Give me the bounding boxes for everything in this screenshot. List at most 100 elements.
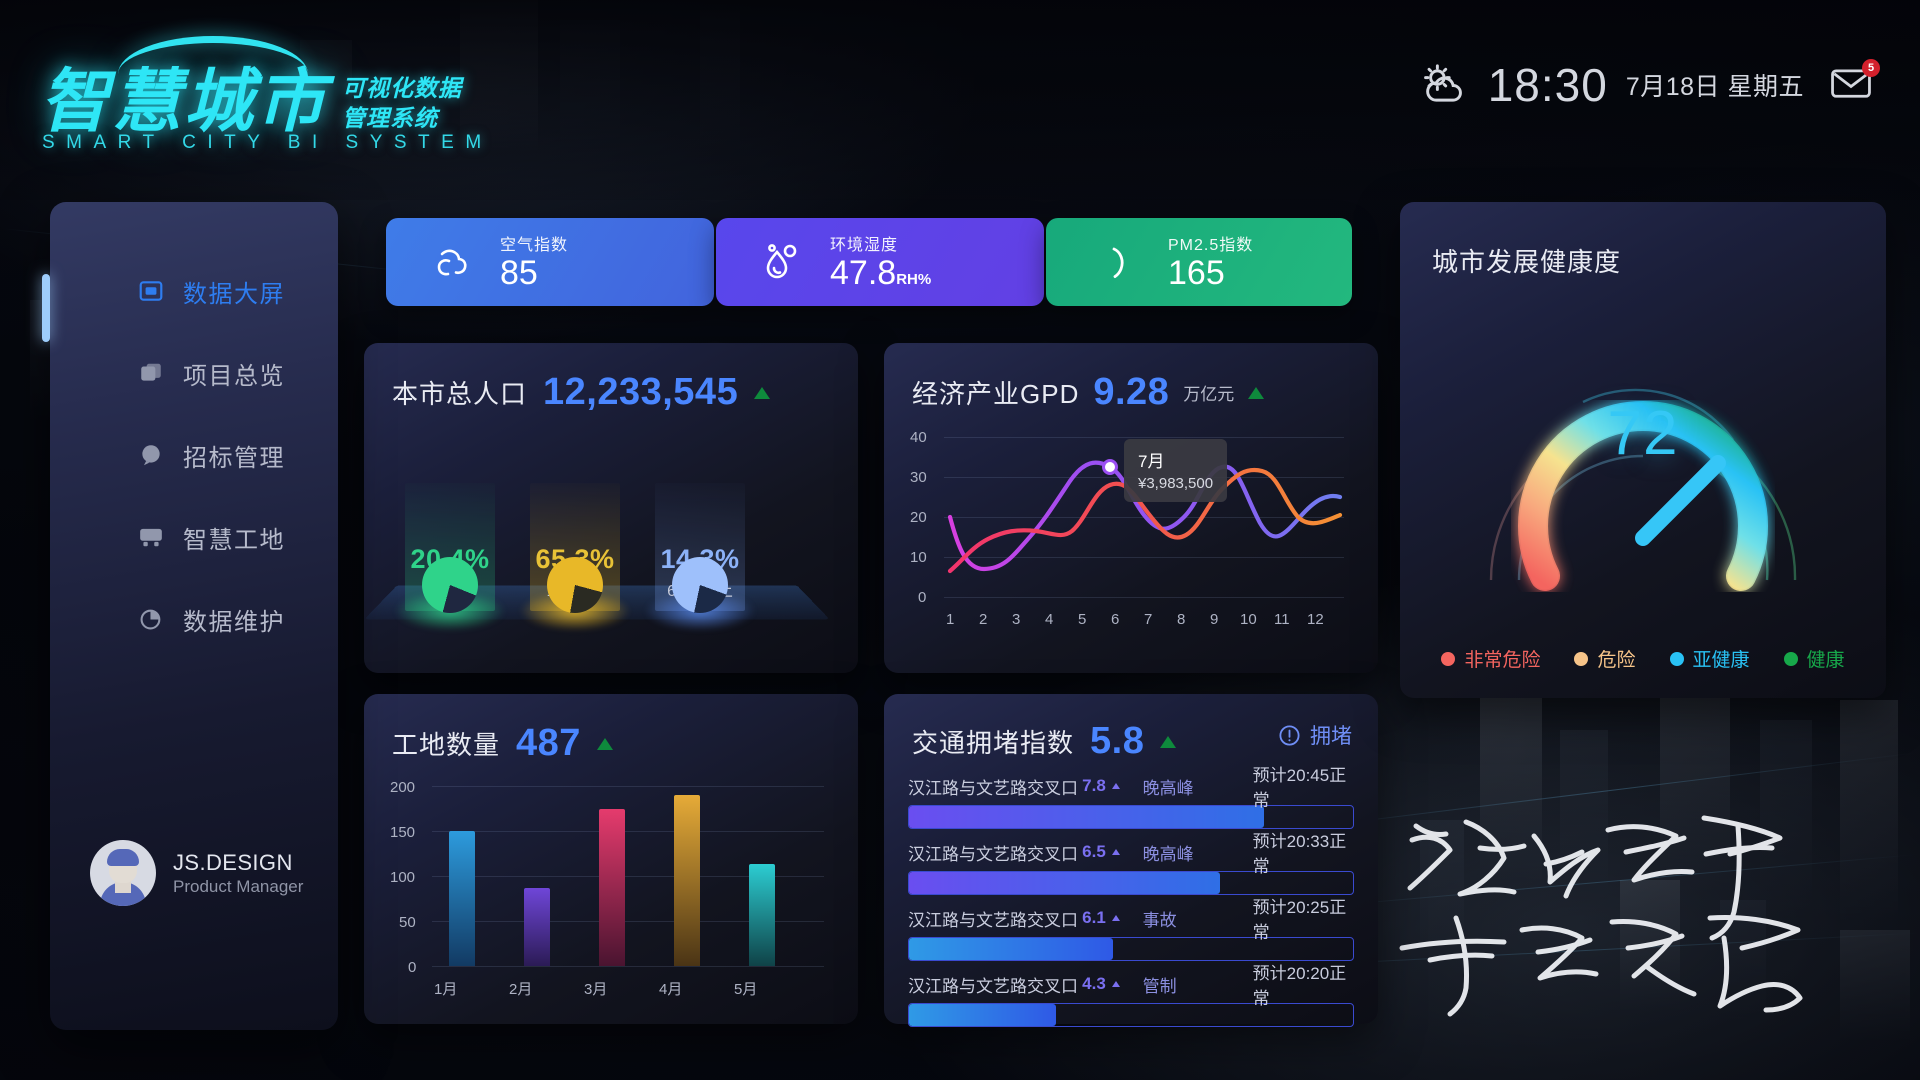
sidebar-item-label: 数据维护 bbox=[183, 608, 285, 636]
sidebar-item-data-screen[interactable]: 数据大屏 bbox=[50, 250, 338, 332]
monitor-icon bbox=[138, 524, 164, 550]
kpi-label: 空气指数 bbox=[500, 237, 569, 255]
sidebar-item-smart-site[interactable]: 智慧工地 bbox=[50, 496, 338, 578]
trend-up-icon bbox=[1160, 735, 1177, 748]
x-tick-4: 4 bbox=[1045, 611, 1054, 628]
layers-icon bbox=[138, 360, 164, 386]
traffic-progress-bar bbox=[908, 805, 1354, 829]
age-pie-icon bbox=[547, 557, 603, 613]
y-tick-50: 50 bbox=[399, 914, 416, 931]
sidebar-item-label: 招标管理 bbox=[183, 444, 285, 472]
app-header: 智慧城市 可视化数据 管理系统 SMART CITY BI SYSTEM 18:… bbox=[0, 0, 1920, 175]
sidebar-item-label: 项目总览 bbox=[183, 362, 285, 390]
legend-label: 非常危险 bbox=[1464, 650, 1541, 671]
traffic-status-badge: 拥堵 bbox=[1278, 720, 1352, 750]
traffic-eta: 预计20:20正常 bbox=[1252, 964, 1347, 1008]
legend-dot bbox=[1574, 651, 1589, 666]
health-value: 72 bbox=[1607, 399, 1679, 468]
traffic-eta: 预计20:33正常 bbox=[1252, 832, 1347, 876]
traffic-value: 5.8 bbox=[1090, 720, 1145, 762]
x-tick-3: 3 bbox=[1012, 611, 1021, 628]
gdp-value: 9.28 bbox=[1093, 371, 1170, 413]
kpi-card-pm25[interactable]: PM2.5指数 165 bbox=[1046, 218, 1352, 306]
sites-value: 487 bbox=[516, 722, 581, 764]
trend-up-icon bbox=[1111, 783, 1120, 789]
sites-title: 工地数量 bbox=[392, 730, 501, 760]
traffic-road-name: 汉江路与文艺路交叉口 bbox=[908, 976, 1078, 996]
traffic-panel: 交通拥堵指数 5.8 拥堵 汉江路与文艺路交叉口 7.8 晚高峰 预计20:45… bbox=[884, 694, 1378, 1027]
traffic-progress-bar bbox=[908, 937, 1354, 961]
traffic-road-name: 汉江路与文艺路交叉口 bbox=[908, 910, 1078, 930]
sidebar-item-project-overview[interactable]: 项目总览 bbox=[50, 332, 338, 414]
user-profile[interactable]: JS.DESIGN Product Manager bbox=[90, 840, 303, 906]
kpi-unit: RH% bbox=[896, 271, 932, 289]
kpi-card-air-quality[interactable]: 空气指数 85 bbox=[386, 218, 714, 306]
logo-arc-icon bbox=[118, 36, 308, 84]
background-top-fade bbox=[0, 0, 1920, 200]
x-tick-label: 4月 bbox=[659, 981, 683, 998]
y-tick-20: 20 bbox=[910, 509, 927, 526]
profile-name: JS.DESIGN bbox=[173, 849, 293, 875]
x-tick-5: 5 bbox=[1078, 611, 1087, 628]
kpi-label: 环境湿度 bbox=[830, 237, 899, 255]
traffic-score: 6.1 bbox=[1082, 908, 1106, 927]
y-tick-200: 200 bbox=[390, 779, 416, 796]
kpi-value: 47.8 bbox=[830, 254, 897, 293]
y-tick-10: 10 bbox=[910, 549, 927, 566]
traffic-row[interactable]: 汉江路与文艺路交叉口 7.8 晚高峰 预计20:45正常 bbox=[908, 766, 1354, 829]
chat-icon bbox=[138, 442, 164, 468]
trend-up-icon bbox=[1111, 849, 1120, 855]
gdp-tooltip: 7月 ¥3,983,500 bbox=[1124, 439, 1228, 502]
trend-up-icon bbox=[596, 737, 613, 750]
sites-bar-chart: 200 150 100 50 0 1月 2月 3月 4月 5月 bbox=[390, 779, 834, 998]
sidebar-item-bidding-management[interactable]: 招标管理 bbox=[50, 414, 338, 496]
sidebar-item-data-maintenance[interactable]: 数据维护 bbox=[50, 578, 338, 660]
y-tick-100: 100 bbox=[390, 869, 416, 886]
gdp-title: 经济产业GPD bbox=[912, 379, 1080, 409]
gdp-line-chart: 40 30 20 10 0 1 2 bbox=[910, 429, 1354, 643]
kpi-card-humidity[interactable]: 环境湿度 47.8RH% bbox=[716, 218, 1044, 306]
traffic-reason: 晚高峰 bbox=[1142, 778, 1194, 798]
bar-5月 bbox=[749, 864, 775, 966]
traffic-score: 4.3 bbox=[1082, 974, 1106, 993]
screen-icon bbox=[138, 278, 164, 304]
traffic-progress-bar bbox=[908, 1003, 1354, 1027]
sites-panel: 工地数量 487 200 150 100 50 0 1月 2月 3月 4月 5月 bbox=[364, 694, 858, 1024]
x-tick-11: 11 bbox=[1274, 611, 1290, 628]
tooltip-title: 7月 bbox=[1138, 452, 1165, 471]
trend-up-icon bbox=[1248, 386, 1265, 399]
bar-3月 bbox=[599, 809, 625, 966]
sidebar-nav: 数据大屏 项目总览 招标管理 智慧工地 bbox=[50, 250, 338, 660]
legend-dot bbox=[1441, 651, 1456, 666]
x-tick-6: 6 bbox=[1111, 611, 1120, 628]
x-tick-2: 2 bbox=[979, 611, 988, 628]
traffic-row[interactable]: 汉江路与文艺路交叉口 6.1 事故 预计20:25正常 bbox=[908, 898, 1354, 961]
moon-icon bbox=[1094, 238, 1142, 286]
bar-2月 bbox=[524, 888, 550, 966]
trend-up-icon bbox=[754, 386, 771, 399]
legend-label: 亚健康 bbox=[1692, 650, 1750, 671]
legend-item: 危险 bbox=[1574, 645, 1636, 672]
legend-item: 非常危险 bbox=[1441, 645, 1540, 672]
gdp-panel: 经济产业GPD 9.28 万亿元 40 30 20 10 0 bbox=[884, 343, 1378, 673]
mail-icon bbox=[1831, 69, 1871, 98]
age-pie-icon bbox=[672, 557, 728, 613]
legend-item: 健康 bbox=[1783, 645, 1845, 672]
population-title: 本市总人口 bbox=[392, 379, 528, 409]
x-tick-label: 3月 bbox=[584, 981, 608, 998]
sidebar: 数据大屏 项目总览 招标管理 智慧工地 bbox=[42, 202, 338, 1030]
legend-label: 危险 bbox=[1597, 650, 1636, 671]
sidebar-item-label: 智慧工地 bbox=[183, 526, 285, 554]
traffic-row[interactable]: 汉江路与文艺路交叉口 6.5 晚高峰 预计20:33正常 bbox=[908, 832, 1354, 895]
traffic-row[interactable]: 汉江路与文艺路交叉口 4.3 管制 预计20:20正常 bbox=[908, 964, 1354, 1027]
population-age-chart: 20.4% 0-14岁 65.3% 15-55岁 14.3% 60岁以上 bbox=[364, 425, 858, 645]
humidity-icon bbox=[756, 238, 804, 286]
mail-button[interactable]: 5 bbox=[1830, 58, 1880, 103]
traffic-progress-bar bbox=[908, 871, 1354, 895]
x-tick-label: 5月 bbox=[734, 981, 758, 998]
y-tick-30: 30 bbox=[910, 469, 927, 486]
legend-dot bbox=[1783, 651, 1798, 666]
profile-role: Product Manager bbox=[173, 876, 304, 896]
legend-dot bbox=[1669, 651, 1684, 666]
kpi-label: PM2.5指数 bbox=[1168, 237, 1254, 255]
